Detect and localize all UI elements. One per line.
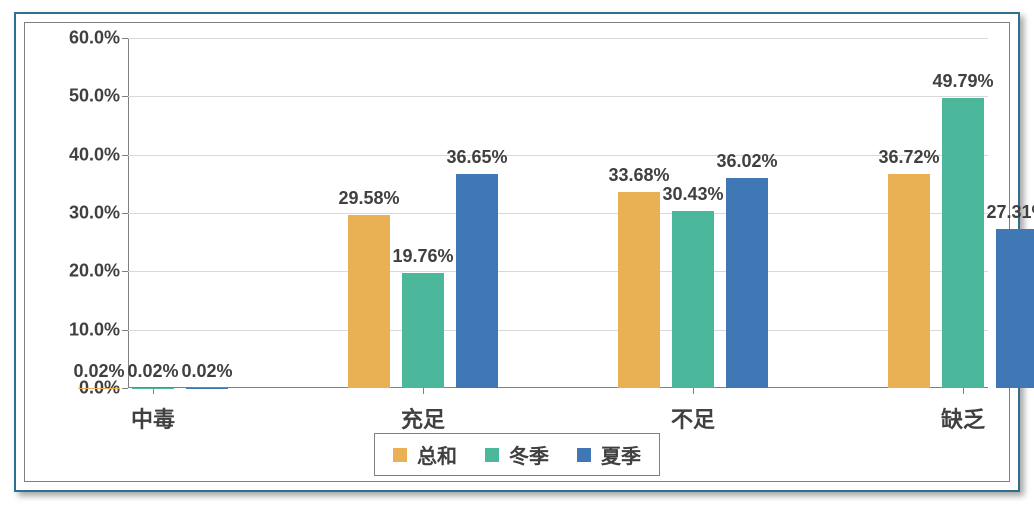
category-label: 缺乏 [941,402,985,434]
data-label: 36.02% [716,151,777,172]
legend-swatch [393,448,407,462]
y-tick-mark [122,38,128,39]
x-tick-mark [693,388,694,394]
x-axis-baseline [128,387,988,388]
y-tick-label: 50.0% [69,86,120,107]
y-tick-mark [122,213,128,214]
y-tick-mark [122,96,128,97]
y-tick-label: 40.0% [69,144,120,165]
legend-item-winter: 冬季 [485,440,549,469]
bar-winter: 30.43% [672,211,714,389]
grid-line [128,155,988,156]
y-tick-label: 10.0% [69,319,120,340]
bar-total: 33.68% [618,192,660,388]
legend-item-summer: 夏季 [577,440,641,469]
legend-label: 总和 [417,440,457,469]
y-tick-mark [122,330,128,331]
bar-total: 29.58% [348,215,390,388]
grid-line [128,213,988,214]
bar-summer: 36.02% [726,178,768,388]
bar-winter: 19.76% [402,273,444,388]
legend-label: 夏季 [601,440,641,469]
data-label: 0.02% [181,361,232,382]
bar-summer: 27.31% [996,229,1034,388]
y-tick-label: 20.0% [69,261,120,282]
category-label: 不足 [671,402,715,434]
bar-total: 36.72% [888,174,930,388]
y-tick-mark [122,388,128,389]
data-label: 36.65% [446,147,507,168]
grid-line [128,330,988,331]
grid-line [128,38,988,39]
chart-container: 0.0%10.0%20.0%30.0%40.0%50.0%60.0%中毒0.02… [0,0,1034,506]
bar-summer: 36.65% [456,174,498,388]
grid-line [128,271,988,272]
legend-swatch [485,448,499,462]
y-tick-label: 60.0% [69,28,120,49]
bar-winter: 49.79% [942,98,984,388]
chart-legend: 总和 冬季 夏季 [374,433,660,476]
data-label: 0.02% [73,361,124,382]
y-tick-label: 30.0% [69,203,120,224]
y-tick-mark [122,155,128,156]
x-tick-mark [963,388,964,394]
grid-line [128,96,988,97]
data-label: 27.31% [986,202,1034,223]
category-label: 充足 [401,402,445,434]
x-tick-mark [423,388,424,394]
data-label: 36.72% [878,147,939,168]
legend-label: 冬季 [509,440,549,469]
category-label: 中毒 [131,402,175,434]
data-label: 19.76% [392,246,453,267]
data-label: 0.02% [127,361,178,382]
data-label: 33.68% [608,165,669,186]
data-label: 29.58% [338,188,399,209]
legend-swatch [577,448,591,462]
chart-plot-area: 0.0%10.0%20.0%30.0%40.0%50.0%60.0%中毒0.02… [128,38,988,388]
x-tick-mark [153,388,154,394]
y-tick-mark [122,271,128,272]
legend-item-total: 总和 [393,440,457,469]
data-label: 30.43% [662,184,723,205]
data-label: 49.79% [932,71,993,92]
